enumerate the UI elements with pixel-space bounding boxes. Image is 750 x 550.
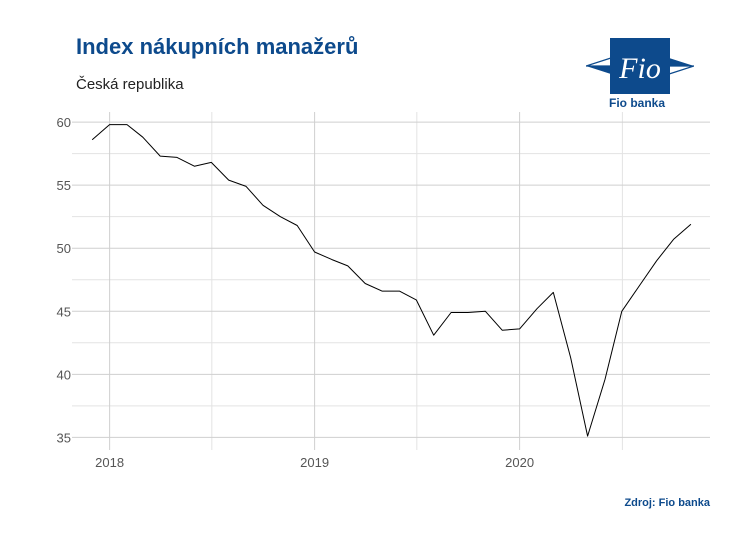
chart-subtitle: Česká republika [76, 76, 184, 93]
minor-gridlines [72, 112, 710, 450]
logo-name: Fio banka [609, 96, 666, 110]
y-tick-label: 50 [57, 241, 71, 256]
y-tick-label: 35 [57, 430, 71, 445]
series-layer [91, 124, 692, 437]
series-line [91, 124, 692, 437]
x-tick-label: 2018 [95, 455, 124, 470]
x-axis-ticks: 2018 2019 2020 [95, 455, 534, 470]
x-tick-label: 2019 [300, 455, 329, 470]
y-tick-label: 55 [57, 178, 71, 193]
logo-mark: Fio [618, 52, 661, 85]
fio-logo-icon: Fio [586, 38, 694, 94]
chart-title: Index nákupních manažerů [76, 34, 359, 59]
y-tick-label: 45 [57, 304, 71, 319]
y-tick-label: 40 [57, 367, 71, 382]
major-gridlines [72, 112, 710, 450]
y-tick-label: 60 [57, 115, 71, 130]
x-tick-label: 2020 [505, 455, 534, 470]
y-axis-ticks: 35 40 45 50 55 60 [57, 115, 71, 445]
source-note: Zdroj: Fio banka [624, 497, 710, 509]
